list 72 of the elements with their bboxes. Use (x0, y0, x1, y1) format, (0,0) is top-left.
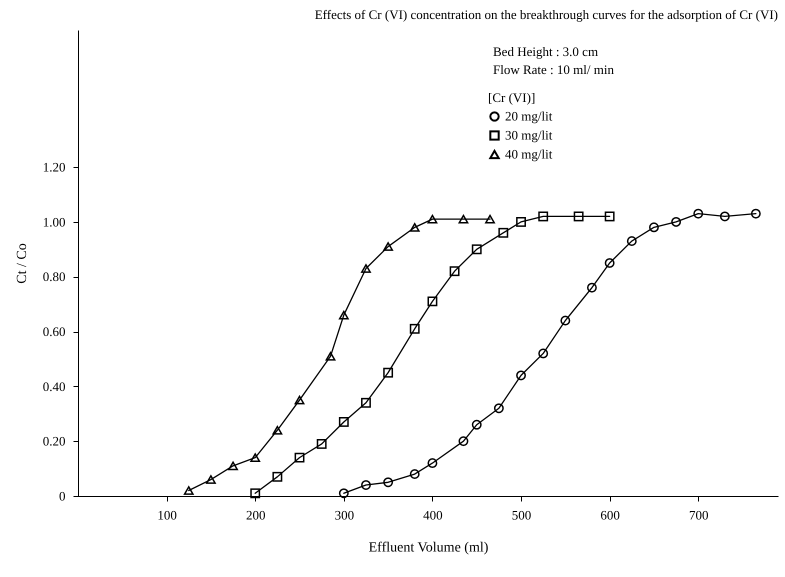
point (604, 258, 615, 268)
point (383, 477, 394, 488)
point (586, 282, 597, 293)
point (693, 208, 704, 219)
y-tick-label: 0.60 (42, 324, 66, 340)
point (427, 214, 438, 224)
point (450, 266, 460, 276)
legend-label: 40 mg/lit (505, 146, 553, 162)
point (326, 352, 336, 361)
point (184, 486, 194, 495)
point (361, 480, 371, 490)
y-tick-label: 0.80 (42, 269, 66, 284)
point (338, 488, 349, 498)
point (750, 208, 761, 219)
point (272, 426, 282, 435)
point (410, 324, 420, 334)
point (294, 452, 304, 463)
x-tick-label: 400 (423, 508, 443, 522)
point (361, 264, 371, 273)
point (720, 211, 730, 222)
point (671, 216, 682, 227)
x-tick-label: 300 (334, 508, 354, 522)
point (516, 216, 526, 227)
point (427, 458, 438, 468)
point (250, 453, 260, 462)
point (294, 396, 304, 404)
point (206, 475, 216, 484)
y-tick-label: 1.20 (42, 160, 66, 175)
point (228, 461, 238, 470)
point (485, 214, 495, 224)
y-tick-label: 0.20 (42, 434, 66, 449)
y-tick-label: 0.40 (42, 378, 66, 394)
point (458, 214, 468, 224)
legend-label: 30 mg/lit (505, 128, 553, 142)
point (427, 296, 438, 306)
x-tick-label: 700 (689, 508, 709, 522)
point (383, 368, 394, 378)
point (250, 488, 260, 498)
x-tick-label: 600 (600, 508, 620, 522)
annotation: Bed Height : 3.0 cm (493, 44, 598, 59)
point (410, 222, 420, 232)
point (383, 242, 394, 251)
point (574, 211, 584, 222)
point (272, 472, 282, 482)
point (494, 403, 504, 414)
point (410, 469, 420, 479)
y-axis-title: Ct / Co (14, 243, 30, 284)
y-tick-label: 1.00 (42, 214, 66, 230)
annotation: Flow Rate : 10 ml/ min (493, 62, 614, 77)
y-tick-label: 0 (59, 488, 66, 504)
point (316, 438, 327, 449)
point (604, 211, 615, 222)
point (472, 420, 482, 430)
point (649, 222, 659, 232)
point (338, 310, 349, 320)
x-tick-label: 200 (246, 508, 266, 522)
point (538, 211, 548, 222)
x-tick-label: 100 (157, 508, 177, 522)
legend-title: [Cr (VI)] (488, 90, 536, 105)
point (516, 370, 526, 380)
point (626, 236, 637, 246)
point (458, 436, 468, 446)
x-tick-label: 500 (512, 508, 532, 522)
point (538, 348, 548, 358)
point (560, 316, 570, 326)
legend-label: 20 mg/lit (505, 108, 553, 124)
chart-title: Effects of Cr (VI) concentration on the breakthrough curves for the adsorption of Cr (VI) (314, 7, 778, 22)
point (498, 228, 508, 238)
x-axis-title: Effluent Volume (ml) (368, 540, 489, 556)
point (472, 244, 482, 254)
point (361, 398, 371, 408)
point (338, 417, 349, 427)
